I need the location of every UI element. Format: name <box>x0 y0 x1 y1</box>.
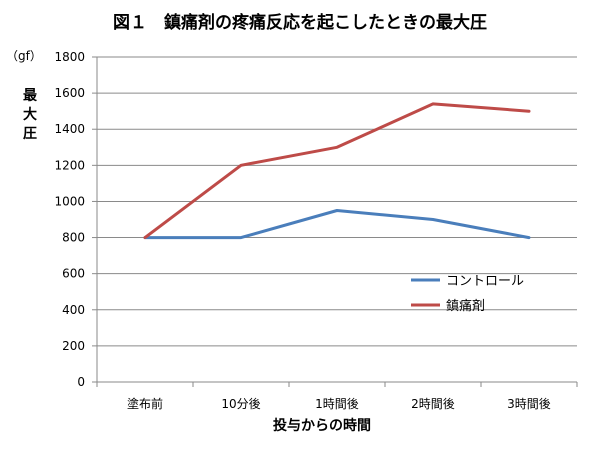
y-tick-label: 1800 <box>54 50 85 64</box>
x-tick-label: 1時間後 <box>315 397 359 411</box>
x-tick-label: 2時間後 <box>411 397 455 411</box>
gridlines <box>97 56 577 347</box>
x-tick-label: 10分後 <box>221 397 260 411</box>
y-tick-label: 1400 <box>54 122 85 136</box>
series-line-0 <box>143 209 531 240</box>
y-axis-label-char: 最 <box>23 87 38 104</box>
y-axis-label: 最 大 圧 <box>23 87 38 142</box>
y-tick-label: 0 <box>77 375 85 389</box>
y-tick-labels: 0 200 400 600 800 1000 1200 1400 1600 1800 <box>54 50 85 389</box>
legend-label: 鎮痛剤 <box>446 298 485 314</box>
axes <box>92 56 578 387</box>
y-tick-label: 600 <box>62 267 85 281</box>
legend-label: コントロール <box>446 274 524 289</box>
x-tick-label: 3時間後 <box>507 397 551 411</box>
y-tick-label: 400 <box>62 303 85 317</box>
x-tick-labels: 塗布前 10分後 1時間後 2時間後 3時間後 <box>127 396 551 411</box>
y-tick-label: 1000 <box>54 194 85 208</box>
x-axis-label: 投与からの時間 <box>273 417 371 434</box>
x-tick-label: 塗布前 <box>127 396 163 411</box>
y-axis-label-char: 圧 <box>23 126 37 142</box>
y-axis-label-char: 大 <box>23 106 37 123</box>
y-tick-label: 1200 <box>54 158 85 172</box>
y-tick-label: 1600 <box>54 86 85 100</box>
y-tick-label: 800 <box>62 231 85 245</box>
series-line-1 <box>143 102 531 240</box>
chart-title: 図１ 鎮痛剤の疼痛反応を起こしたときの最大圧 <box>113 12 487 33</box>
series-lines <box>143 102 531 240</box>
y-axis-unit: （gf） <box>6 49 42 63</box>
y-tick-label: 200 <box>62 339 85 353</box>
